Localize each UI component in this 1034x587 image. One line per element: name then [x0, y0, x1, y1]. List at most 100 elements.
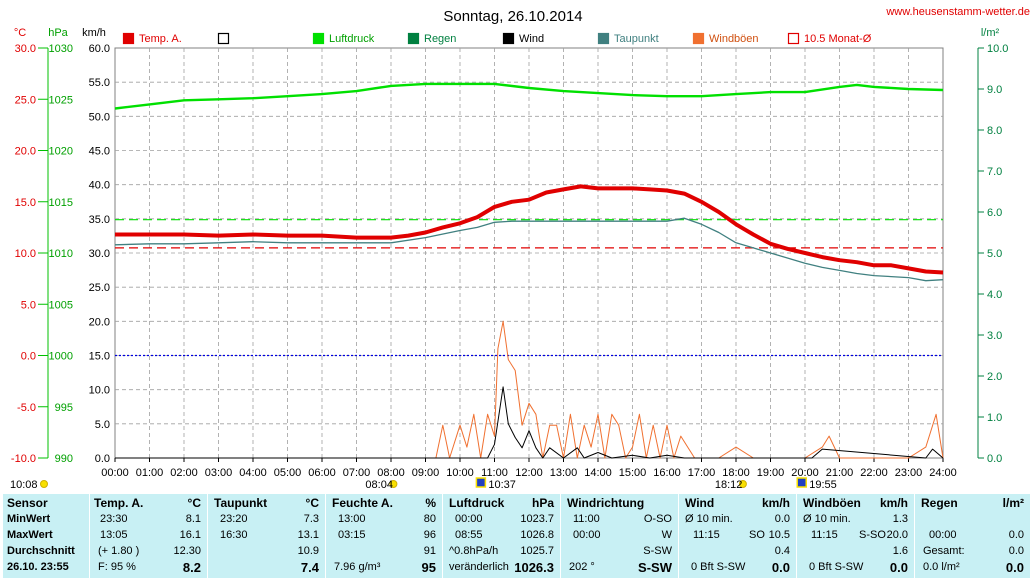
x-tick-label: 11:00 — [481, 467, 508, 479]
wind-tick-label: 30.0 — [89, 248, 110, 260]
humidity-min-value: 80 — [423, 513, 436, 525]
gust-max-time: 11:15 — [811, 529, 838, 541]
series-line — [114, 217, 944, 282]
reference-lines — [115, 219, 943, 357]
x-tick-label: 24:00 — [929, 467, 957, 479]
dew-header: Taupunkt — [214, 496, 268, 510]
stats-col-wind: Wind km/h Ø 10 min. 0.0 11:15 SO 10.5 0.4 0 … — [679, 494, 797, 578]
temp-now-value: 8.2 — [182, 560, 201, 575]
wind-max-time: 11:15 — [693, 529, 720, 541]
humidity-min-time: 13:00 — [338, 513, 366, 525]
rain-tick-label: 4.0 — [987, 289, 1002, 301]
sun-icon — [389, 480, 398, 488]
stats-col-gust: Windböen km/h Ø 10 min. 1.3 11:15 S-SO 20.0 … — [797, 494, 915, 578]
moon-icon — [796, 477, 807, 488]
wind-now-value: 0.0 — [771, 560, 790, 575]
pressure-tick-label: 1005 — [49, 299, 73, 311]
wind-tick-label: 0.0 — [95, 453, 110, 465]
legend-swatch — [407, 32, 420, 45]
rain-tick-label: 6.0 — [987, 207, 1002, 219]
wind-tick-label: 55.0 — [89, 77, 110, 89]
legend-swatch — [122, 32, 135, 45]
x-tick-label: 16:00 — [653, 467, 681, 479]
stats-col-sensor: Sensor MinWert MaxWert Durchschnitt 26.1… — [3, 494, 90, 578]
x-tick-label: 09:00 — [412, 467, 440, 479]
x-tick-label: 17:00 — [688, 467, 716, 479]
x-tick-label: 05:00 — [274, 467, 302, 479]
temp-tick-label: 10.0 — [15, 248, 36, 260]
rain-tick-label: 2.0 — [987, 371, 1002, 383]
rain-tick-label: 0.0 — [987, 453, 1002, 465]
wind-tick-label: 35.0 — [89, 214, 110, 226]
x-tick-label: 22:00 — [860, 467, 888, 479]
pressure-tick-label: 1015 — [49, 197, 73, 209]
temp-tick-label: 25.0 — [15, 94, 36, 106]
pressure-avg-value: 1025.7 — [520, 545, 554, 557]
temp-unit-label: °C — [14, 27, 26, 39]
x-tick-label: 13:00 — [550, 467, 578, 479]
direction-avg-value: S-SW — [643, 545, 672, 557]
rain-unit-label: l/m² — [981, 27, 1000, 39]
x-tick-label: 15:00 — [619, 467, 647, 479]
x-tick-label: 07:00 — [343, 467, 371, 479]
gust-header: Windböen — [803, 496, 861, 510]
wind-tick-label: 60.0 — [89, 43, 110, 55]
pressure-min-time: 00:00 — [455, 513, 483, 525]
direction-header: Windrichtung — [567, 496, 645, 510]
temp-min-value: 8.1 — [185, 513, 201, 525]
event-time-label: 19:55 — [809, 479, 837, 491]
humidity-header: Feuchte A. — [332, 496, 393, 510]
pressure-max-value: 1026.8 — [520, 529, 554, 541]
x-tick-label: 23:00 — [895, 467, 923, 479]
stats-col-pressure: Luftdruck hPa 00:00 1023.7 08:55 1026.8 ^0.… — [443, 494, 561, 578]
x-tick-label: 04:00 — [239, 467, 267, 479]
bottom-events: 10:08 08:04 10:37 18:12 19:55 — [10, 477, 837, 491]
temp-min-time: 23:30 — [100, 513, 128, 525]
pressure-now-note: veränderlich — [449, 561, 509, 573]
rain-tick-label: 5.0 — [987, 248, 1002, 260]
direction-min-time: 11:00 — [573, 513, 600, 525]
site-url[interactable]: www.heusenstamm-wetter.de — [886, 6, 1030, 18]
temp-max-time: 13:05 — [100, 529, 128, 541]
legend-label: Taupunkt — [614, 33, 659, 45]
rain-header: Regen — [921, 496, 958, 510]
wind-tick-label: 40.0 — [89, 180, 110, 192]
wind-tick-label: 45.0 — [89, 146, 110, 158]
wind-tick-label: 50.0 — [89, 111, 110, 123]
humidity-unit: % — [425, 496, 436, 510]
humidity-now-value: 95 — [421, 560, 436, 575]
pressure-unit-label: hPa — [48, 27, 68, 39]
legend-label: Luftdruck — [329, 33, 375, 45]
x-tick-label: 19:00 — [757, 467, 785, 479]
temp-unit: °C — [187, 496, 201, 510]
pressure-tick-label: 1025 — [49, 94, 73, 106]
x-tick-label: 10:00 — [446, 467, 474, 479]
sun-icon — [738, 480, 747, 488]
dew-avg-value: 10.9 — [297, 545, 319, 557]
gust-max-direction: S-SO — [859, 529, 886, 541]
x-tick-label: 12:00 — [515, 467, 543, 479]
temp-tick-label: -10.0 — [11, 453, 36, 465]
pressure-tick-label: 1030 — [49, 43, 73, 55]
sun-icon — [40, 480, 48, 488]
pressure-tick-label: 995 — [55, 402, 73, 414]
x-tick-label: 00:00 — [101, 467, 129, 479]
wind-avg-value: 0.4 — [774, 545, 790, 557]
stats-col-direction: Windrichtung 11:00 O-SO 00:00 W S-SW 202 °… — [561, 494, 679, 578]
min-label: MinWert — [7, 513, 51, 525]
gust-avg-value: 1.6 — [892, 545, 908, 557]
x-tick-label: 01:00 — [136, 467, 164, 479]
x-tick-label: 06:00 — [308, 467, 336, 479]
wind-unit-label: km/h — [82, 27, 106, 39]
avg-label: Durchschnitt — [7, 545, 75, 557]
gust-min-note: Ø 10 min. — [803, 513, 851, 525]
wind-max-direction: SO — [749, 529, 765, 541]
event-time-label: 10:37 — [488, 479, 516, 491]
legend-swatch — [787, 32, 800, 45]
rain-tick-label: 7.0 — [987, 166, 1002, 178]
x-tick-label: 20:00 — [791, 467, 819, 479]
wind-min-note: Ø 10 min. — [685, 513, 733, 525]
series-line — [114, 82, 944, 110]
wind-tick-label: 15.0 — [89, 351, 110, 363]
legend-label: Windböen — [709, 33, 759, 45]
